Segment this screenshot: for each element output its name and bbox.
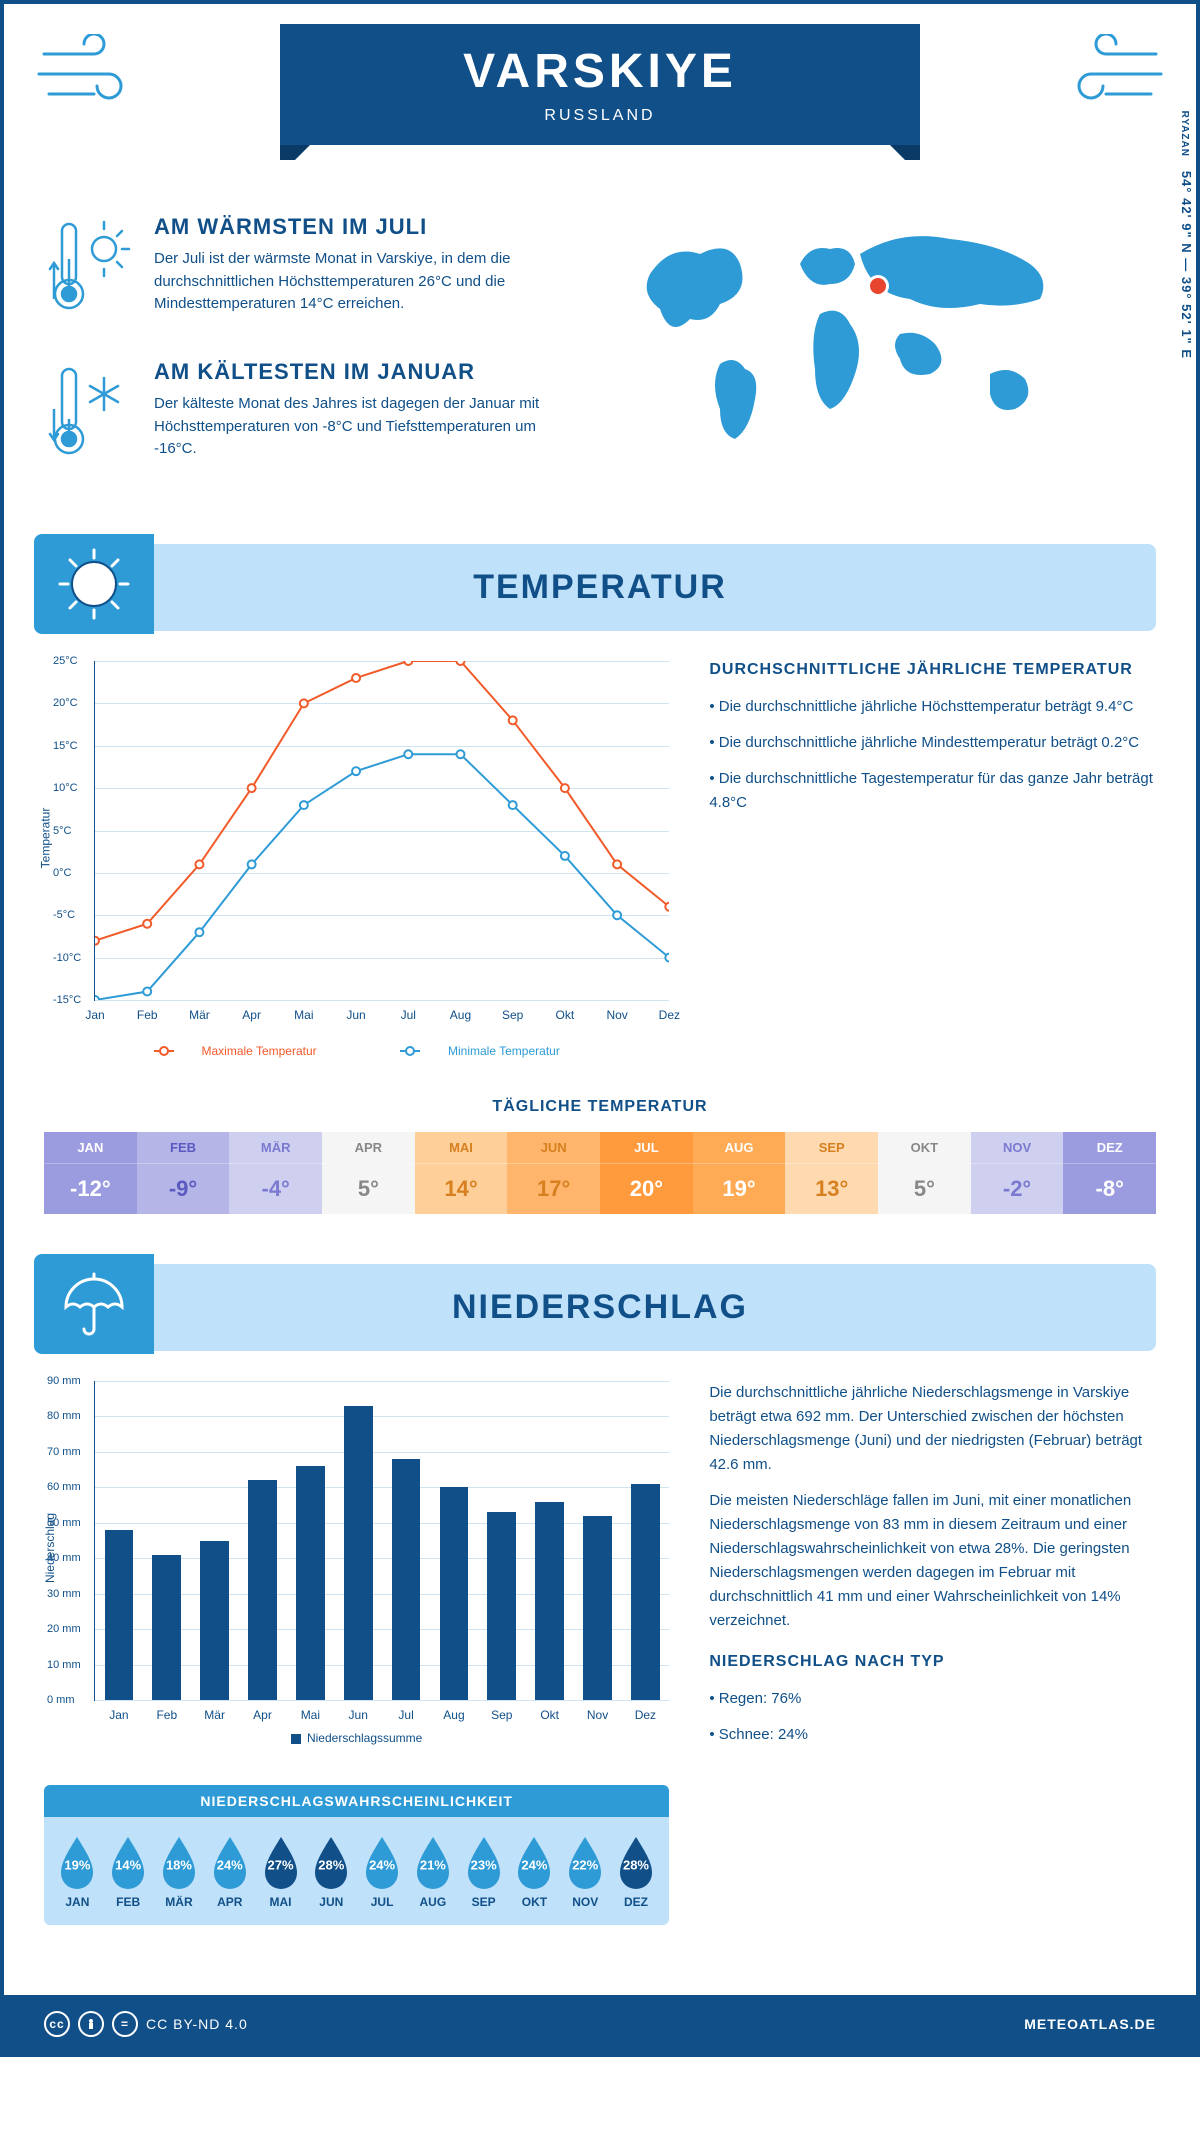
content: AM WÄRMSTEN IM JULI Der Juli ist der wär… bbox=[4, 184, 1196, 1995]
bar bbox=[152, 1555, 181, 1700]
bar bbox=[631, 1484, 660, 1700]
wind-icon bbox=[34, 34, 154, 119]
license: cc = CC BY-ND 4.0 bbox=[44, 2011, 248, 2037]
bar bbox=[105, 1530, 134, 1700]
prob-cell: 24%APR bbox=[204, 1833, 255, 1909]
cc-icon: cc bbox=[44, 2011, 70, 2037]
coldest-text: Der kälteste Monat des Jahres ist dagege… bbox=[154, 393, 580, 461]
thermometer-snow-icon bbox=[44, 359, 134, 474]
bar bbox=[535, 1502, 564, 1700]
city-name: VARSKIYE bbox=[320, 44, 880, 99]
coldest-title: AM KÄLTESTEN IM JANUAR bbox=[154, 359, 580, 385]
prob-cell: 18%MÄR bbox=[154, 1833, 205, 1909]
temp-section-header: TEMPERATUR bbox=[44, 544, 1156, 631]
daily-temp-strip: JAN-12°FEB-9°MÄR-4°APR5°MAI14°JUN17°JUL2… bbox=[44, 1132, 1156, 1214]
probability-box: NIEDERSCHLAGSWAHRSCHEINLICHKEIT 19%JAN14… bbox=[44, 1785, 669, 1925]
country-name: RUSSLAND bbox=[320, 107, 880, 125]
temp-cell: AUG19° bbox=[693, 1132, 786, 1214]
page: VARSKIYE RUSSLAND AM WÄRMSTEN IM JULI De… bbox=[0, 0, 1200, 2057]
site-name: METEOATLAS.DE bbox=[1024, 2016, 1156, 2032]
prob-cell: 19%JAN bbox=[52, 1833, 103, 1909]
temp-cell: MÄR-4° bbox=[229, 1132, 322, 1214]
warmest-text: Der Juli ist der wärmste Monat in Varski… bbox=[154, 248, 580, 316]
prob-cell: 28%JUN bbox=[306, 1833, 357, 1909]
prob-cell: 23%SEP bbox=[458, 1833, 509, 1909]
header: VARSKIYE RUSSLAND bbox=[4, 4, 1196, 184]
title-ribbon: VARSKIYE RUSSLAND bbox=[280, 24, 920, 145]
bar bbox=[200, 1541, 229, 1701]
precip-info: Die durchschnittliche jährliche Niedersc… bbox=[709, 1381, 1156, 1925]
temp-cell: JUL20° bbox=[600, 1132, 693, 1214]
temp-cell: NOV-2° bbox=[971, 1132, 1064, 1214]
daily-temp-title: TÄGLICHE TEMPERATUR bbox=[44, 1098, 1156, 1116]
precip-chart: 0 mm10 mm20 mm30 mm40 mm50 mm60 mm70 mm8… bbox=[44, 1381, 669, 1925]
temp-cell: APR5° bbox=[322, 1132, 415, 1214]
bar bbox=[392, 1459, 421, 1700]
temp-cell: OKT5° bbox=[878, 1132, 971, 1214]
legend-min: Minimale Temperatur bbox=[448, 1044, 560, 1058]
temp-cell: DEZ-8° bbox=[1063, 1132, 1156, 1214]
by-icon bbox=[78, 2011, 104, 2037]
bar-legend: Niederschlagssumme bbox=[307, 1731, 422, 1745]
warmest-title: AM WÄRMSTEN IM JULI bbox=[154, 214, 580, 240]
prob-cell: 24%OKT bbox=[509, 1833, 560, 1909]
footer: cc = CC BY-ND 4.0 METEOATLAS.DE bbox=[4, 1995, 1196, 2053]
bar bbox=[440, 1487, 469, 1700]
legend-max: Maximale Temperatur bbox=[202, 1044, 317, 1058]
temp-cell: JAN-12° bbox=[44, 1132, 137, 1214]
warmest-block: AM WÄRMSTEN IM JULI Der Juli ist der wär… bbox=[44, 214, 580, 329]
bar bbox=[296, 1466, 325, 1700]
prob-cell: 27%MAI bbox=[255, 1833, 306, 1909]
temp-info: DURCHSCHNITTLICHE JÄHRLICHE TEMPERATUR •… bbox=[709, 661, 1156, 1058]
bar bbox=[344, 1406, 373, 1700]
prob-cell: 24%JUL bbox=[357, 1833, 408, 1909]
precip-title: NIEDERSCHLAG bbox=[84, 1288, 1116, 1327]
intro: AM WÄRMSTEN IM JULI Der Juli ist der wär… bbox=[44, 214, 1156, 504]
temp-cell: FEB-9° bbox=[137, 1132, 230, 1214]
temp-cell: JUN17° bbox=[507, 1132, 600, 1214]
wind-icon bbox=[1046, 34, 1166, 119]
world-map bbox=[620, 214, 1156, 479]
prob-title: NIEDERSCHLAGSWAHRSCHEINLICHKEIT bbox=[44, 1785, 669, 1817]
temp-chart: -15°C-10°C-5°C0°C5°C10°C15°C20°C25°CTemp… bbox=[44, 661, 669, 1058]
prob-cell: 21%AUG bbox=[407, 1833, 458, 1909]
coordinates: RYAZAN 54° 42' 9" N — 39° 52' 1" E bbox=[1179, 111, 1194, 359]
thermometer-sun-icon bbox=[44, 214, 134, 329]
prob-cell: 28%DEZ bbox=[611, 1833, 662, 1909]
nd-icon: = bbox=[112, 2011, 138, 2037]
temp-cell: SEP13° bbox=[785, 1132, 878, 1214]
prob-cell: 22%NOV bbox=[560, 1833, 611, 1909]
coldest-block: AM KÄLTESTEN IM JANUAR Der kälteste Mona… bbox=[44, 359, 580, 474]
bar bbox=[487, 1512, 516, 1700]
prob-cell: 14%FEB bbox=[103, 1833, 154, 1909]
precip-section-header: NIEDERSCHLAG bbox=[44, 1264, 1156, 1351]
umbrella-icon bbox=[34, 1254, 154, 1354]
temp-title: TEMPERATUR bbox=[84, 568, 1116, 607]
bar bbox=[583, 1516, 612, 1700]
sun-icon bbox=[34, 534, 154, 634]
bar bbox=[248, 1480, 277, 1700]
temp-cell: MAI14° bbox=[415, 1132, 508, 1214]
